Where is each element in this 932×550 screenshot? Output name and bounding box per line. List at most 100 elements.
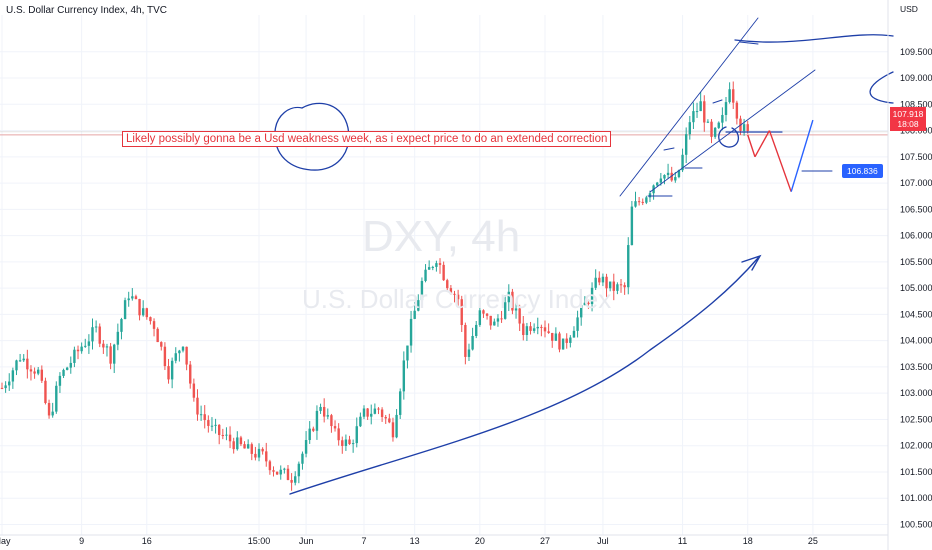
candle-body [26,358,29,370]
candle-body [608,281,612,289]
time-tick-label: 20 [475,536,485,546]
candle-body [265,451,268,462]
candle-body [724,102,728,115]
candle-body [478,310,482,325]
candle-body [547,331,550,333]
annotation-note[interactable]: Likely possibly gonna be a Usd weakness … [122,131,612,147]
candle-body [692,111,695,123]
price-tick-label: 107.000 [900,178,932,188]
candle-body [268,461,272,471]
candle-body [62,369,65,376]
bar-countdown: 18:08 [897,119,919,129]
candle-body [681,154,684,171]
candle-body [706,121,710,123]
candle-body [236,437,239,450]
upward-curve-drawing [289,257,759,495]
candle-body [746,124,749,131]
candle-body [355,426,358,444]
watermark-symbol: DXY, 4h [362,212,521,261]
candle-body [109,346,112,364]
candle-body [554,333,558,341]
level-line-5 [739,41,759,45]
candle-body [286,468,290,480]
candle-body [598,277,601,283]
candle-body [511,291,514,311]
candle-body [703,101,706,123]
candle-body [178,350,181,354]
candles [0,81,749,491]
level-line-3 [663,147,675,151]
candle-body [196,397,199,415]
projection-path[interactable] [747,119,814,192]
candle-body [674,177,677,181]
candle-body [503,302,507,319]
candle-body [543,327,547,332]
price-axis: 109.500109.000108.500108.000107.500107.0… [887,0,932,550]
price-tick-label: 107.500 [900,152,932,162]
candle-body [627,245,630,288]
candle-body [192,383,196,398]
candle-body [304,440,308,454]
projection-segment [754,130,771,158]
candle-body [489,315,492,326]
candle-body [189,364,192,384]
candle-body [590,287,594,305]
candle-body [435,263,438,267]
candle-body [84,345,87,347]
current-price-value: 107.918 [892,109,924,119]
candle-body [98,326,101,344]
price-tick-label: 109.500 [900,47,932,57]
candle-body [8,381,11,386]
candle-body [94,326,98,328]
candle-body [315,410,319,431]
candle-body [391,422,395,438]
candle-body [76,349,80,352]
time-tick-label: 9 [79,536,84,546]
watermark-name: U.S. Dollar Currency Index [302,284,612,314]
candle-body [623,285,626,288]
time-tick-label: 25 [808,536,818,546]
current-price-tag: 107.918 18:08 [890,107,926,131]
candle-body [250,444,253,454]
candle-body [160,342,163,347]
time-tick-label: 15:00 [248,536,271,546]
candle-body [113,344,116,364]
candle-body [333,426,337,429]
candle-body [65,367,69,370]
candle-body [446,280,449,289]
candle-body [467,349,471,357]
candle-body [493,321,496,326]
candle-body [583,302,587,306]
candle-body [102,343,105,348]
candle-body [684,134,688,155]
channel-upper-line [619,17,759,197]
candle-body [713,127,717,137]
candle-body [308,428,311,441]
user-drawings[interactable] [274,17,894,495]
price-tick-label: 101.000 [900,493,932,503]
candle-body [377,408,380,410]
candle-body [529,326,532,331]
candle-body [138,299,141,316]
price-tick-label: 102.000 [900,441,932,451]
candle-body [475,324,478,336]
candle-body [442,264,445,281]
price-tick-label: 105.500 [900,257,932,267]
candle-body [145,308,148,318]
candle-body [232,441,235,450]
candle-body [572,330,576,338]
candle-body [677,170,681,178]
small-circle-drawing [718,126,739,148]
candle-body [221,435,225,437]
candle-body [424,269,427,281]
candle-body [294,476,297,483]
candle-body [659,178,663,183]
candle-body [341,440,344,446]
candle-body [228,434,232,442]
candle-body [214,424,217,426]
candle-body [645,197,648,203]
candle-body [485,313,489,316]
candle-body [156,328,159,343]
